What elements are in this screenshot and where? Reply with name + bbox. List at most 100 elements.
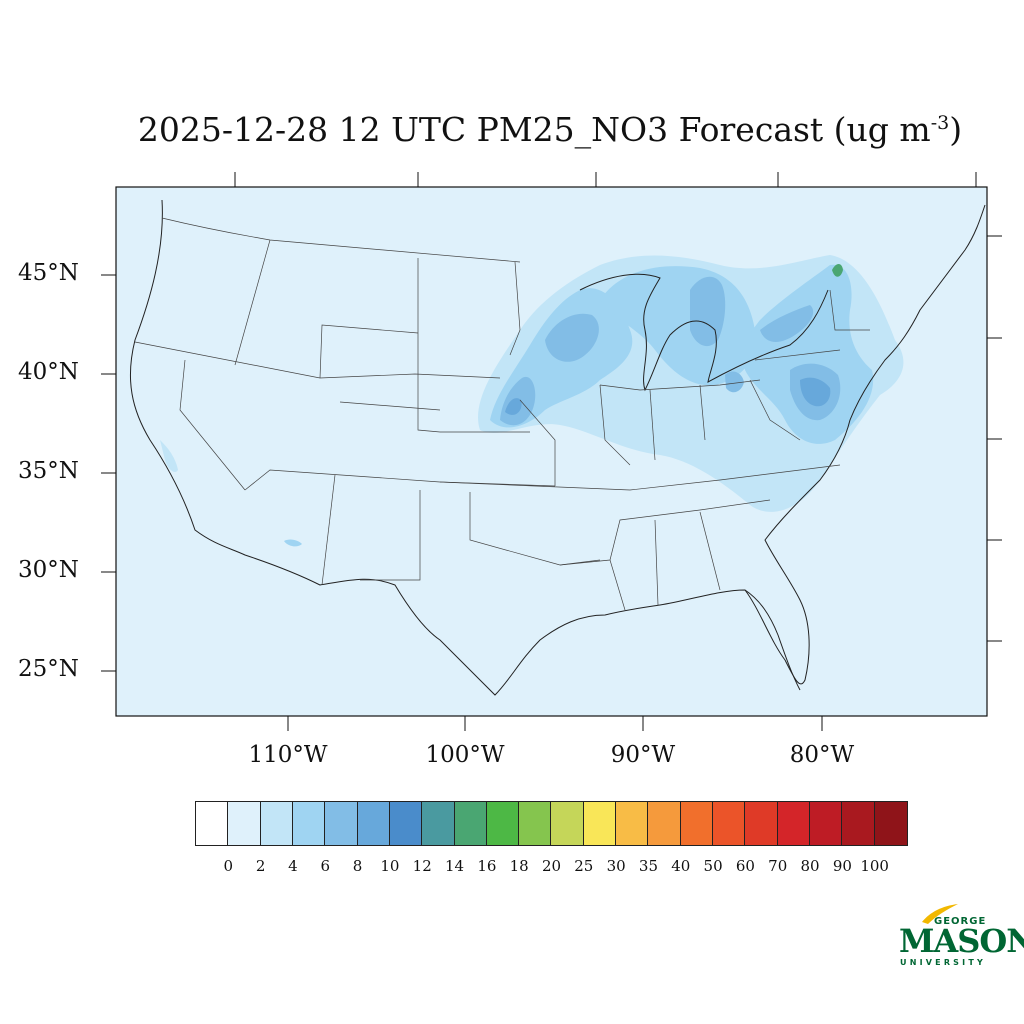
us-outline — [129, 199, 986, 696]
florida-outline — [744, 589, 801, 691]
plume-iowa-core — [545, 313, 599, 362]
state-line — [417, 258, 530, 433]
state-line — [244, 469, 556, 491]
colorbar-swatch — [325, 802, 358, 845]
colorbar-swatch — [680, 802, 713, 845]
plume-pennsylvania-deep — [800, 377, 831, 407]
colorbar-tick-label: 20 — [541, 857, 562, 875]
state-line — [559, 499, 771, 566]
colorbar — [195, 801, 908, 846]
lat-label-45n: 45°N — [18, 260, 79, 286]
plume-west-coast — [160, 440, 178, 472]
state-line — [609, 559, 626, 611]
colorbar-swatch — [713, 802, 746, 845]
plume-ohio-core — [725, 371, 744, 393]
colorbar-tick-label: 60 — [735, 857, 755, 875]
state-line — [519, 399, 556, 486]
colorbar-swatch — [260, 802, 293, 845]
map-background — [116, 187, 987, 716]
state-line — [234, 239, 271, 366]
colorbar-tick-label: 30 — [606, 857, 626, 875]
lon-label-80w: 80°W — [789, 742, 855, 768]
state-line — [439, 464, 841, 491]
colorbar-swatch — [454, 802, 487, 845]
lon-label-110w: 110°W — [248, 742, 328, 768]
colorbar-tick-label: 0 — [223, 857, 234, 875]
colorbar-swatch — [422, 802, 455, 845]
lon-label-90w: 90°W — [610, 742, 676, 768]
colorbar-swatch — [616, 802, 649, 845]
colorbar-tick-label: 25 — [574, 857, 594, 875]
colorbar-swatch — [292, 802, 326, 845]
colorbar-tick-label: 80 — [800, 857, 820, 875]
concentration-field — [160, 255, 904, 547]
colorbar-tick-label: 14 — [444, 857, 465, 875]
colorbar-swatch — [648, 802, 681, 845]
colorbar-tick-label: 35 — [638, 857, 658, 875]
state-line — [179, 359, 246, 491]
lat-label-25n: 25°N — [18, 656, 79, 682]
colorbar-swatch — [486, 802, 520, 845]
state-line — [699, 511, 721, 591]
colorbar-swatch — [583, 802, 617, 845]
colorbar-tick-label: 50 — [703, 857, 723, 875]
state-line — [469, 492, 601, 566]
colorbar-swatch — [196, 802, 229, 845]
colorbar-tick-label: 90 — [832, 857, 852, 875]
lat-label-35n: 35°N — [18, 458, 79, 484]
axis-ticks — [101, 172, 1002, 731]
great-lakes-outline — [579, 273, 829, 392]
map-frame — [115, 186, 988, 717]
colorbar-swatch — [777, 802, 810, 845]
colorbar-swatch — [389, 802, 423, 845]
plume-arizona — [284, 539, 302, 547]
colorbar-swatch — [842, 802, 875, 845]
colorbar-tick-label: 16 — [477, 857, 497, 875]
colorbar-tick-label: 70 — [768, 857, 788, 875]
plume-kansas-deep — [505, 398, 522, 415]
state-line — [319, 324, 419, 379]
lon-label-100w: 100°W — [425, 742, 505, 768]
plume-ontario-core — [760, 305, 814, 342]
state-boundaries — [134, 217, 870, 611]
colorbar-swatch — [519, 802, 552, 845]
state-line — [649, 389, 656, 461]
colorbar-tick-label: 6 — [320, 857, 331, 875]
state-line — [654, 519, 659, 606]
colorbar-labels: 0 2 4 6 8 10 12 14 16 18 20 25 30 35 40 50 60 70 80 90 100 — [0, 857, 1024, 877]
state-line — [699, 384, 706, 441]
title-exponent: -3 — [930, 112, 950, 134]
map-title: 2025-12-28 12 UTC PM25_NO3 Forecast (ug … — [0, 110, 1024, 149]
logo-swoosh-icon — [922, 904, 958, 924]
state-line — [134, 341, 501, 379]
state-line — [749, 379, 801, 441]
colorbar-swatch — [357, 802, 390, 845]
state-line — [509, 261, 521, 356]
title-text: 2025-12-28 12 UTC PM25_NO3 Forecast (ug … — [137, 110, 931, 149]
colorbar-tick-label: 10 — [380, 857, 400, 875]
plume-vermont-green — [832, 264, 843, 277]
state-line — [339, 401, 441, 411]
colorbar-tick-label: 18 — [509, 857, 529, 875]
colorbar-swatch — [874, 802, 907, 845]
gmu-logo: GEORGE MASON UNIVERSITY — [898, 900, 1024, 970]
colorbar-swatch — [551, 802, 584, 845]
state-line — [360, 490, 421, 581]
colorbar-swatch — [809, 802, 843, 845]
plume-northeast-mid — [743, 264, 874, 444]
logo-mason: MASON — [899, 922, 1024, 960]
logo-university: UNIVERSITY — [900, 958, 986, 967]
title-close: ) — [949, 110, 963, 149]
colorbar-tick-label: 8 — [352, 857, 363, 875]
coastlines — [129, 199, 986, 696]
state-line — [754, 349, 841, 361]
colorbar-swatch — [745, 802, 778, 845]
colorbar-tick-label: 40 — [671, 857, 691, 875]
lat-label-30n: 30°N — [18, 557, 79, 583]
state-line — [599, 379, 761, 391]
state-line — [829, 289, 870, 331]
colorbar-tick-label: 2 — [255, 857, 266, 875]
colorbar-swatch — [228, 802, 261, 845]
state-line — [599, 384, 631, 466]
